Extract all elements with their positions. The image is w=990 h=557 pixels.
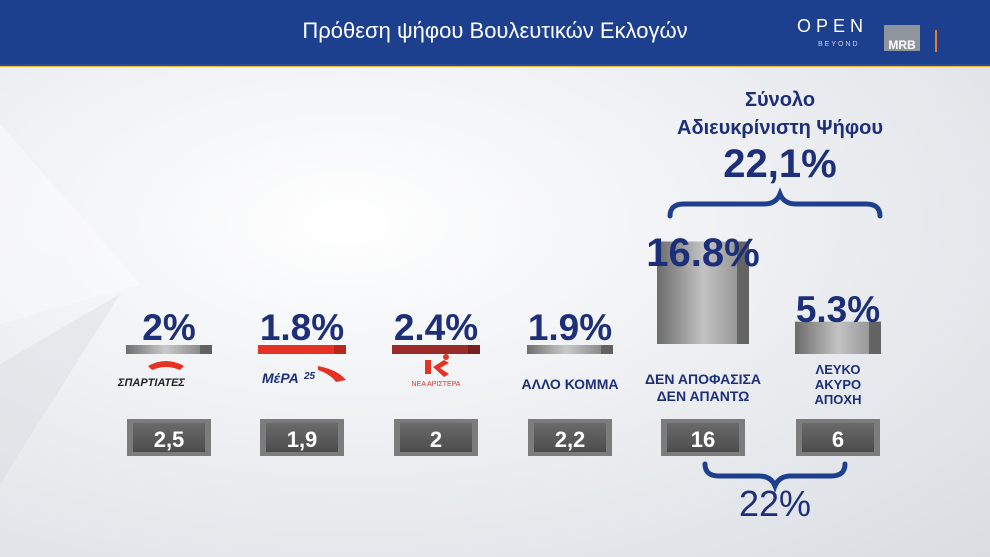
previous-value-spartiates: 2,5	[154, 427, 185, 452]
value-label-lefko: 5.3%	[796, 289, 880, 330]
previous-value-box-allo-komma: 2,2	[528, 419, 612, 456]
spartiates-logo: ΣΠΑΡΤΙΑΤΕΣ	[117, 361, 185, 389]
previous-value-den-apofasisa: 16	[691, 427, 715, 452]
previous-value-box-mera25: 1,9	[260, 419, 344, 456]
value-label-den-apofasisa: 16.8%	[646, 231, 759, 275]
category-label-den-line2: ΔΕΝ ΑΠΑΝΤΩ	[657, 388, 750, 404]
page-title: Πρόθεση ψήφου Βουλευτικών Εκλογών	[302, 18, 688, 43]
background-rays	[0, 124, 140, 484]
category-label-den-line1: ΔΕΝ ΑΠΟΦΑΣΙΣΑ	[645, 371, 761, 387]
bar-spartiates	[126, 345, 212, 354]
bar-allo-komma	[527, 345, 613, 354]
mera25-logo: ΜέΡΑ 25	[262, 366, 346, 386]
bar-lefko	[795, 321, 881, 354]
bar-cap-spartiates	[200, 345, 212, 354]
nea-aristera-logo-text: ΝΕΑ ΑΡΙΣΤΕΡΑ	[412, 381, 461, 388]
value-label-spartiates: 2%	[142, 307, 195, 348]
open-logo: OPEN	[797, 16, 869, 36]
mera25-logo-number: 25	[303, 371, 316, 382]
bar-cap-nea-aristera	[468, 345, 480, 354]
previous-total: 22%	[739, 483, 811, 524]
previous-value-box-spartiates: 2,5	[127, 419, 211, 456]
bars	[126, 241, 881, 354]
bar-cap-allo-komma	[601, 345, 613, 354]
logo-divider	[935, 30, 937, 52]
previous-value-box-nea-aristera: 2	[394, 419, 478, 456]
previous-value-box-den-apofasisa: 16	[661, 419, 745, 456]
bar-den-apofasisa	[657, 241, 749, 344]
previous-value-mera25: 1,9	[287, 427, 318, 452]
bottom-brace	[702, 461, 848, 493]
total-title-line2: Αδιευκρίνιστη Ψήφου	[677, 117, 883, 139]
nea-aristera-logo: ΝΕΑ ΑΡΙΣΤΕΡΑ	[412, 354, 461, 388]
header-stripe-top	[0, 64, 990, 66]
category-label-lefko-line2: ΑΚΥΡΟ	[815, 377, 861, 392]
total-title-line1: Σύνολο	[745, 89, 815, 111]
mera25-logo-text: ΜέΡΑ	[262, 370, 299, 386]
category-label-allo-komma: ΑΛΛΟ ΚΟΜΜΑ	[522, 376, 619, 392]
previous-value-box-lefko: 6	[796, 419, 880, 456]
bar-mera25	[258, 345, 346, 354]
value-label-allo-komma: 1.9%	[528, 307, 612, 348]
value-label-nea-aristera: 2.4%	[394, 307, 478, 348]
chart: 2% 1.8% 2.4% 1.9% 16.8% 5.3% ΣΠΑΡΤΙΑΤΕΣ …	[0, 89, 883, 524]
total-value: 22,1%	[723, 142, 836, 186]
header-bar: Πρόθεση ψήφου Βουλευτικών Εκλογών OPEN B…	[0, 0, 990, 64]
spartiates-logo-text: ΣΠΑΡΤΙΑΤΕΣ	[117, 377, 185, 389]
top-brace	[667, 187, 883, 219]
bar-cap-mera25	[334, 345, 346, 354]
previous-value-allo-komma: 2,2	[555, 427, 586, 452]
previous-value-nea-aristera: 2	[430, 427, 442, 452]
bar-cap-lefko	[869, 321, 881, 354]
header-stripe-bottom	[0, 66, 990, 67]
open-beyond-text: BEYOND	[818, 41, 860, 48]
mrb-logo: MRB	[884, 25, 920, 52]
bar-cap-den-apofasisa	[737, 241, 749, 344]
category-label-lefko-line1: ΛΕΥΚΟ	[816, 362, 861, 377]
value-label-mera25: 1.8%	[260, 307, 344, 348]
previous-value-lefko: 6	[832, 427, 844, 452]
bar-nea-aristera	[392, 345, 480, 354]
category-label-lefko-line3: ΑΠΟΧΗ	[815, 392, 862, 407]
